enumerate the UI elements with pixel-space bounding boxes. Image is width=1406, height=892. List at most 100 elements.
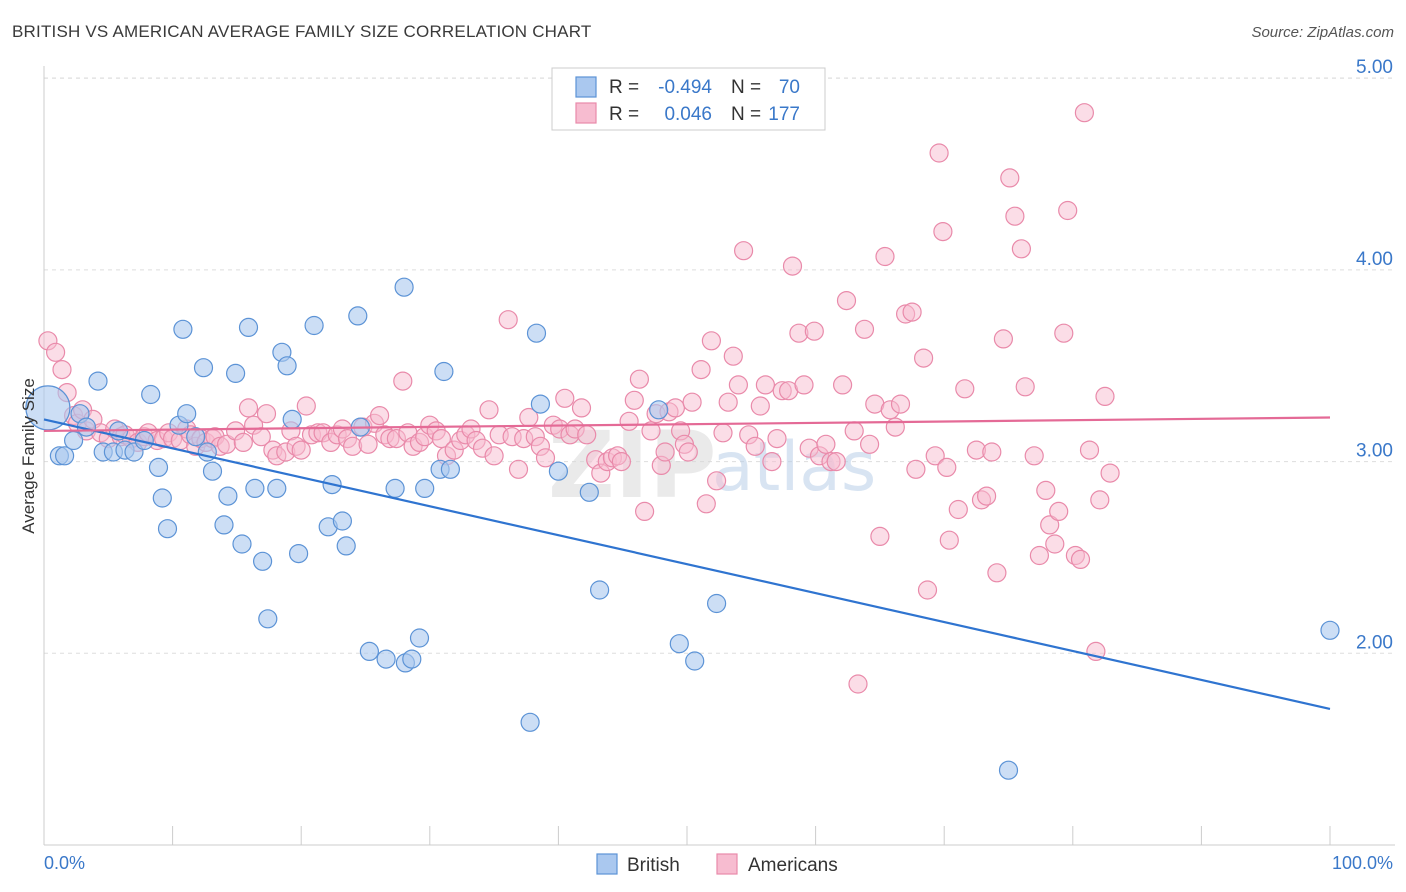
bottom-legend-americans-swatch [716, 853, 738, 875]
americans-points [38, 103, 1120, 694]
americans-point [816, 434, 836, 454]
british-point [267, 478, 287, 498]
british-point [258, 609, 278, 629]
legend-british-r-value: -0.494 [658, 77, 712, 98]
british-point [359, 641, 379, 662]
americans-point [431, 429, 451, 449]
americans-point [498, 310, 518, 330]
americans-point [993, 329, 1014, 349]
americans-point [393, 371, 413, 391]
british-point [245, 478, 265, 498]
british-point [685, 651, 705, 671]
americans-point [826, 452, 846, 472]
legend-british-n-value: 70 [779, 77, 800, 98]
x-tick-label: 100.0% [1332, 853, 1393, 873]
y-tick-label: 4.00 [1356, 249, 1393, 270]
grid-lines [44, 77, 1395, 654]
americans-point [1036, 480, 1056, 500]
british-point [530, 394, 551, 414]
british-point [520, 712, 540, 732]
americans-point [745, 436, 765, 456]
americans-point [1054, 323, 1074, 343]
chart-title: BRITISH VS AMERICAN AVERAGE FAMILY SIZE … [12, 22, 592, 41]
tick-labels: 2.00 3.00 4.00 5.00 0.0% 100.0% [44, 57, 1393, 873]
british-point [63, 430, 84, 451]
americans-point [52, 360, 72, 380]
americans-point [706, 471, 727, 491]
series-legend: British Americans [596, 853, 838, 876]
americans-point [890, 394, 911, 414]
americans-point [1045, 534, 1065, 554]
americans-point [1095, 386, 1115, 406]
americans-point [555, 388, 575, 408]
americans-point [1024, 446, 1044, 466]
americans-point [982, 442, 1002, 462]
americans-point [854, 319, 875, 339]
americans-point [948, 499, 968, 520]
british-point [238, 317, 259, 337]
british-point [998, 760, 1019, 780]
americans-point [718, 392, 738, 412]
british-point [148, 457, 169, 477]
americans-point [611, 452, 632, 472]
british-point [332, 511, 352, 531]
british-point [193, 358, 214, 378]
british-point [526, 323, 547, 343]
americans-point [665, 398, 686, 418]
british-point [415, 478, 435, 498]
british-point [385, 478, 405, 498]
americans-point [1070, 549, 1091, 570]
americans-point [678, 442, 698, 462]
americans-trend-line [43, 416, 1331, 433]
british-point [54, 446, 75, 466]
bottom-legend-british-label: British [627, 855, 680, 876]
americans-point [767, 429, 787, 449]
british-point [157, 519, 178, 539]
americans-point [629, 369, 650, 389]
british-point [440, 459, 460, 479]
americans-point [755, 375, 776, 395]
americans-point [1040, 515, 1060, 535]
americans-point [906, 459, 926, 479]
americans-point [713, 423, 733, 443]
british-point [649, 400, 669, 420]
british-point [434, 361, 454, 382]
americans-point [929, 143, 949, 163]
americans-point [358, 434, 378, 454]
americans-point [696, 494, 716, 514]
x-tick-label: 0.0% [44, 853, 85, 873]
british-point [348, 306, 368, 326]
americans-point [733, 241, 754, 261]
british-point [548, 461, 569, 481]
americans-point [925, 446, 945, 466]
americans-point [870, 526, 890, 547]
americans-point [1011, 239, 1032, 259]
axes [43, 66, 1395, 846]
y-tick-label: 2.00 [1356, 632, 1393, 653]
americans-point [848, 674, 868, 694]
british-point [1320, 620, 1340, 640]
watermark-atlas: atlas [712, 428, 876, 507]
americans-point [296, 396, 316, 416]
trend-lines [43, 416, 1331, 710]
british-point [304, 315, 324, 336]
legend-americans-n-label: N = [731, 104, 761, 125]
americans-point [728, 375, 749, 395]
y-axis-title: Average Family Size [19, 378, 38, 534]
americans-point [1079, 440, 1100, 460]
british-point [282, 409, 302, 429]
americans-point [1005, 206, 1025, 226]
british-points [25, 277, 1340, 780]
americans-point [782, 256, 803, 276]
americans-point [955, 379, 975, 399]
british-point [226, 363, 246, 383]
legend-americans-n-value: 177 [768, 104, 800, 125]
americans-point [370, 406, 390, 426]
americans-point [987, 563, 1007, 583]
british-point [232, 534, 252, 554]
british-point [579, 482, 599, 502]
british-point [669, 634, 689, 654]
americans-point [1049, 501, 1069, 521]
americans-point [701, 331, 722, 351]
